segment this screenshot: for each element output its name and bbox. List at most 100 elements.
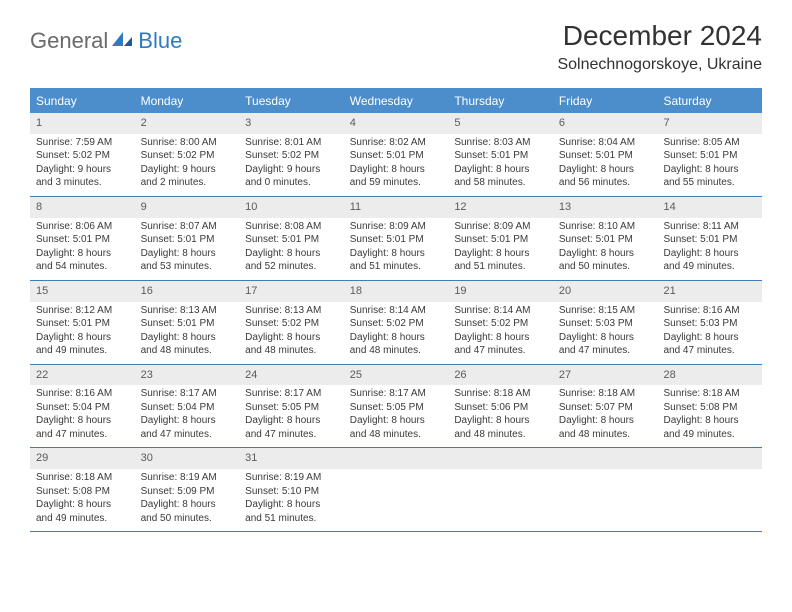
week-row: 15Sunrise: 8:12 AMSunset: 5:01 PMDayligh… [30, 281, 762, 365]
week-row: 8Sunrise: 8:06 AMSunset: 5:01 PMDaylight… [30, 197, 762, 281]
sunrise-line: Sunrise: 8:18 AM [559, 387, 652, 401]
day-number: 25 [344, 365, 449, 386]
day-body [344, 469, 449, 477]
day-body: Sunrise: 8:19 AMSunset: 5:10 PMDaylight:… [239, 469, 344, 531]
sunset-line: Sunset: 5:01 PM [559, 233, 652, 247]
daylight-line: Daylight: 8 hours and 47 minutes. [559, 331, 652, 358]
day-cell: 2Sunrise: 8:00 AMSunset: 5:02 PMDaylight… [135, 113, 240, 196]
day-cell: 25Sunrise: 8:17 AMSunset: 5:05 PMDayligh… [344, 365, 449, 448]
day-cell: 1Sunrise: 7:59 AMSunset: 5:02 PMDaylight… [30, 113, 135, 196]
sunset-line: Sunset: 5:09 PM [141, 485, 234, 499]
day-number: 30 [135, 448, 240, 469]
sunset-line: Sunset: 5:01 PM [350, 233, 443, 247]
sunset-line: Sunset: 5:05 PM [245, 401, 338, 415]
day-number: 7 [657, 113, 762, 134]
day-body: Sunrise: 8:06 AMSunset: 5:01 PMDaylight:… [30, 218, 135, 280]
sunset-line: Sunset: 5:10 PM [245, 485, 338, 499]
day-cell: 29Sunrise: 8:18 AMSunset: 5:08 PMDayligh… [30, 448, 135, 531]
sunrise-line: Sunrise: 8:14 AM [350, 304, 443, 318]
day-body: Sunrise: 8:02 AMSunset: 5:01 PMDaylight:… [344, 134, 449, 196]
sunrise-line: Sunrise: 7:59 AM [36, 136, 129, 150]
daylight-line: Daylight: 8 hours and 48 minutes. [141, 331, 234, 358]
day-number: 11 [344, 197, 449, 218]
sunset-line: Sunset: 5:08 PM [36, 485, 129, 499]
title-block: December 2024 Solnechnogorskoye, Ukraine [557, 20, 762, 74]
sunset-line: Sunset: 5:03 PM [559, 317, 652, 331]
day-body [553, 469, 658, 477]
day-cell: 10Sunrise: 8:08 AMSunset: 5:01 PMDayligh… [239, 197, 344, 280]
sunrise-line: Sunrise: 8:13 AM [245, 304, 338, 318]
day-body: Sunrise: 8:12 AMSunset: 5:01 PMDaylight:… [30, 302, 135, 364]
sunrise-line: Sunrise: 8:03 AM [454, 136, 547, 150]
day-cell: 3Sunrise: 8:01 AMSunset: 5:02 PMDaylight… [239, 113, 344, 196]
day-body: Sunrise: 8:01 AMSunset: 5:02 PMDaylight:… [239, 134, 344, 196]
sunrise-line: Sunrise: 8:17 AM [350, 387, 443, 401]
sunset-line: Sunset: 5:01 PM [245, 233, 338, 247]
day-cell: 30Sunrise: 8:19 AMSunset: 5:09 PMDayligh… [135, 448, 240, 531]
daylight-line: Daylight: 8 hours and 58 minutes. [454, 163, 547, 190]
sunset-line: Sunset: 5:01 PM [36, 317, 129, 331]
day-cell: 11Sunrise: 8:09 AMSunset: 5:01 PMDayligh… [344, 197, 449, 280]
day-body: Sunrise: 8:16 AMSunset: 5:04 PMDaylight:… [30, 385, 135, 447]
daylight-line: Daylight: 8 hours and 55 minutes. [663, 163, 756, 190]
day-cell: 18Sunrise: 8:14 AMSunset: 5:02 PMDayligh… [344, 281, 449, 364]
day-cell: 13Sunrise: 8:10 AMSunset: 5:01 PMDayligh… [553, 197, 658, 280]
day-number: 13 [553, 197, 658, 218]
daylight-line: Daylight: 8 hours and 56 minutes. [559, 163, 652, 190]
sunset-line: Sunset: 5:05 PM [350, 401, 443, 415]
day-cell: 31Sunrise: 8:19 AMSunset: 5:10 PMDayligh… [239, 448, 344, 531]
day-number: 15 [30, 281, 135, 302]
daylight-line: Daylight: 8 hours and 51 minutes. [245, 498, 338, 525]
day-number: 2 [135, 113, 240, 134]
sunrise-line: Sunrise: 8:05 AM [663, 136, 756, 150]
day-cell: 16Sunrise: 8:13 AMSunset: 5:01 PMDayligh… [135, 281, 240, 364]
day-cell: 14Sunrise: 8:11 AMSunset: 5:01 PMDayligh… [657, 197, 762, 280]
day-cell: 5Sunrise: 8:03 AMSunset: 5:01 PMDaylight… [448, 113, 553, 196]
sunset-line: Sunset: 5:01 PM [663, 149, 756, 163]
weekday-header: Thursday [448, 89, 553, 113]
sunrise-line: Sunrise: 8:00 AM [141, 136, 234, 150]
calendar-weeks: 1Sunrise: 7:59 AMSunset: 5:02 PMDaylight… [30, 113, 762, 532]
day-number [657, 448, 762, 469]
day-number: 5 [448, 113, 553, 134]
page-title: December 2024 [557, 20, 762, 52]
sunrise-line: Sunrise: 8:18 AM [454, 387, 547, 401]
day-body: Sunrise: 8:10 AMSunset: 5:01 PMDaylight:… [553, 218, 658, 280]
daylight-line: Daylight: 8 hours and 47 minutes. [245, 414, 338, 441]
day-number [344, 448, 449, 469]
day-cell: 28Sunrise: 8:18 AMSunset: 5:08 PMDayligh… [657, 365, 762, 448]
weekday-header: Saturday [657, 89, 762, 113]
day-cell: 21Sunrise: 8:16 AMSunset: 5:03 PMDayligh… [657, 281, 762, 364]
daylight-line: Daylight: 8 hours and 52 minutes. [245, 247, 338, 274]
day-cell: 7 Sunrise: 8:05 AMSunset: 5:01 PMDaylight… [657, 113, 762, 196]
sunset-line: Sunset: 5:04 PM [36, 401, 129, 415]
sunset-line: Sunset: 5:01 PM [663, 233, 756, 247]
day-body: Sunrise: 8:13 AMSunset: 5:01 PMDaylight:… [135, 302, 240, 364]
day-number: 17 [239, 281, 344, 302]
day-body: Sunrise: 7:59 AMSunset: 5:02 PMDaylight:… [30, 134, 135, 196]
day-number: 21 [657, 281, 762, 302]
day-number: 26 [448, 365, 553, 386]
day-number: 18 [344, 281, 449, 302]
sunset-line: Sunset: 5:02 PM [36, 149, 129, 163]
day-number: 3 [239, 113, 344, 134]
day-body: Sunrise: 8:11 AMSunset: 5:01 PMDaylight:… [657, 218, 762, 280]
daylight-line: Daylight: 8 hours and 49 minutes. [36, 331, 129, 358]
daylight-line: Daylight: 8 hours and 54 minutes. [36, 247, 129, 274]
day-number: 24 [239, 365, 344, 386]
day-cell: 17Sunrise: 8:13 AMSunset: 5:02 PMDayligh… [239, 281, 344, 364]
day-number: 29 [30, 448, 135, 469]
day-body: Sunrise: 8:18 AMSunset: 5:08 PMDaylight:… [30, 469, 135, 531]
day-body: Sunrise: 8:15 AMSunset: 5:03 PMDaylight:… [553, 302, 658, 364]
sunset-line: Sunset: 5:01 PM [559, 149, 652, 163]
logo-text-general: General [30, 28, 108, 54]
day-body: Sunrise: 8:19 AMSunset: 5:09 PMDaylight:… [135, 469, 240, 531]
day-body: Sunrise: 8:18 AMSunset: 5:08 PMDaylight:… [657, 385, 762, 447]
day-body: Sunrise: 8:03 AMSunset: 5:01 PMDaylight:… [448, 134, 553, 196]
day-number: 1 [30, 113, 135, 134]
sunrise-line: Sunrise: 8:15 AM [559, 304, 652, 318]
daylight-line: Daylight: 8 hours and 48 minutes. [245, 331, 338, 358]
day-body: Sunrise: 8:17 AMSunset: 5:04 PMDaylight:… [135, 385, 240, 447]
daylight-line: Daylight: 8 hours and 49 minutes. [36, 498, 129, 525]
sunrise-line: Sunrise: 8:14 AM [454, 304, 547, 318]
